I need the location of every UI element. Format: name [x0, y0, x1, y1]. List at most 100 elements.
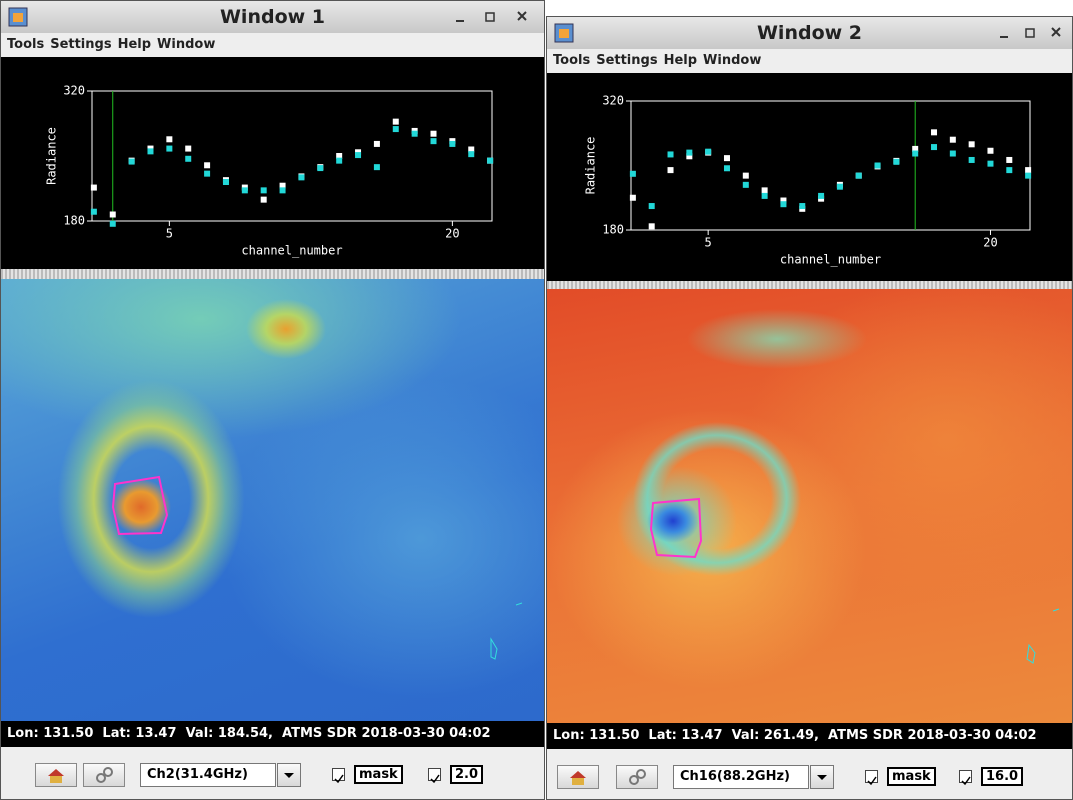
menu-item[interactable]: Tools: [7, 37, 44, 52]
data-point: [743, 173, 749, 179]
chart-panel: 180 320 5 20 channel_number Radiance: [1, 57, 544, 269]
scale-label: 2.0: [450, 765, 483, 784]
data-point: [799, 203, 805, 209]
home-button[interactable]: [557, 765, 599, 789]
dropdown-arrow[interactable]: [810, 765, 834, 789]
x-tick-label: 5: [705, 236, 712, 250]
control-bar: Ch2(31.4GHz) mask 2.0: [1, 747, 544, 799]
data-point: [223, 179, 229, 185]
data-point: [630, 171, 636, 177]
data-point: [969, 141, 975, 147]
data-point: [166, 136, 172, 142]
data-point: [762, 193, 768, 199]
y-tick-label: 180: [602, 223, 624, 237]
data-point: [431, 131, 437, 137]
data-point: [185, 156, 191, 162]
x-tick-label: 5: [166, 227, 173, 241]
data-point: [1025, 173, 1031, 179]
menu-item[interactable]: Window: [703, 53, 761, 68]
data-point: [856, 173, 862, 179]
data-point: [91, 185, 97, 191]
data-point: [724, 165, 730, 171]
link-button[interactable]: [83, 763, 125, 787]
data-point: [374, 164, 380, 170]
window-controls[interactable]: [448, 9, 538, 25]
data-point: [630, 195, 636, 201]
data-point: [204, 171, 210, 177]
link-button[interactable]: [616, 765, 658, 789]
data-point: [649, 203, 655, 209]
plot-frame: [92, 91, 492, 221]
checkbox[interactable]: [428, 768, 441, 781]
data-point: [668, 151, 674, 157]
channel-select[interactable]: Ch16(88.2GHz): [673, 765, 809, 789]
y-axis-label: Radiance: [584, 137, 598, 195]
data-point: [431, 138, 437, 144]
data-point: [743, 182, 749, 188]
menu-item[interactable]: Settings: [596, 53, 657, 68]
data-point: [837, 184, 843, 190]
status-bar: Lon: 131.50 Lat: 13.47 Val: 261.49, ATMS…: [547, 723, 1072, 749]
data-point: [1006, 167, 1012, 173]
status-bar: Lon: 131.50 Lat: 13.47 Val: 184.54, ATMS…: [1, 721, 544, 747]
menu-item[interactable]: Tools: [553, 53, 590, 68]
map-overlay: [547, 289, 1072, 723]
plot-frame: [631, 101, 1030, 230]
data-point: [261, 187, 267, 193]
scale-label: 16.0: [981, 767, 1023, 786]
menu-item[interactable]: Settings: [50, 37, 111, 52]
menu-item[interactable]: Help: [118, 37, 151, 52]
title-bar: Window 2: [547, 17, 1072, 49]
x-tick-label: 20: [445, 227, 459, 241]
data-point: [242, 187, 248, 193]
window-controls[interactable]: [996, 25, 1066, 41]
data-point: [393, 119, 399, 125]
data-point: [969, 157, 975, 163]
menu-item[interactable]: Window: [157, 37, 215, 52]
data-point: [355, 152, 361, 158]
data-point: [987, 161, 993, 167]
mask-label: mask: [354, 765, 403, 784]
x-tick-label: 20: [983, 236, 997, 250]
y-tick-label: 320: [63, 84, 85, 98]
y-tick-label: 320: [602, 94, 624, 108]
map-image[interactable]: [547, 289, 1072, 723]
data-point: [912, 151, 918, 157]
data-point: [649, 223, 655, 229]
control-bar: Ch16(88.2GHz) mask 16.0: [547, 749, 1072, 799]
data-point: [280, 187, 286, 193]
y-axis-label: Radiance: [45, 127, 59, 185]
checkbox[interactable]: [865, 770, 878, 783]
data-point: [705, 149, 711, 155]
mask-label: mask: [887, 767, 936, 786]
dropdown-arrow[interactable]: [277, 763, 301, 787]
data-point: [336, 158, 342, 164]
data-point: [204, 162, 210, 168]
x-axis-label: channel_number: [241, 244, 342, 258]
data-point: [317, 165, 323, 171]
data-point: [129, 159, 135, 165]
splitter[interactable]: [1, 269, 544, 279]
data-point: [1025, 167, 1031, 173]
data-point: [931, 144, 937, 150]
data-point: [91, 209, 97, 215]
menu-bar: Tools Settings Help Window: [547, 49, 1072, 73]
data-point: [412, 131, 418, 137]
window-title: Window 2: [547, 22, 1072, 44]
map-image[interactable]: [1, 279, 544, 721]
data-point: [780, 201, 786, 207]
home-button[interactable]: [35, 763, 77, 787]
data-point: [449, 141, 455, 147]
data-point: [762, 187, 768, 193]
data-point: [686, 150, 692, 156]
data-point: [166, 146, 172, 152]
checkbox[interactable]: [332, 768, 345, 781]
y-tick-label: 180: [63, 214, 85, 228]
channel-select[interactable]: Ch2(31.4GHz): [140, 763, 276, 787]
data-point: [374, 141, 380, 147]
data-point: [468, 151, 474, 157]
menu-bar: Tools Settings Help Window: [1, 33, 544, 57]
checkbox[interactable]: [959, 770, 972, 783]
menu-item[interactable]: Help: [664, 53, 697, 68]
